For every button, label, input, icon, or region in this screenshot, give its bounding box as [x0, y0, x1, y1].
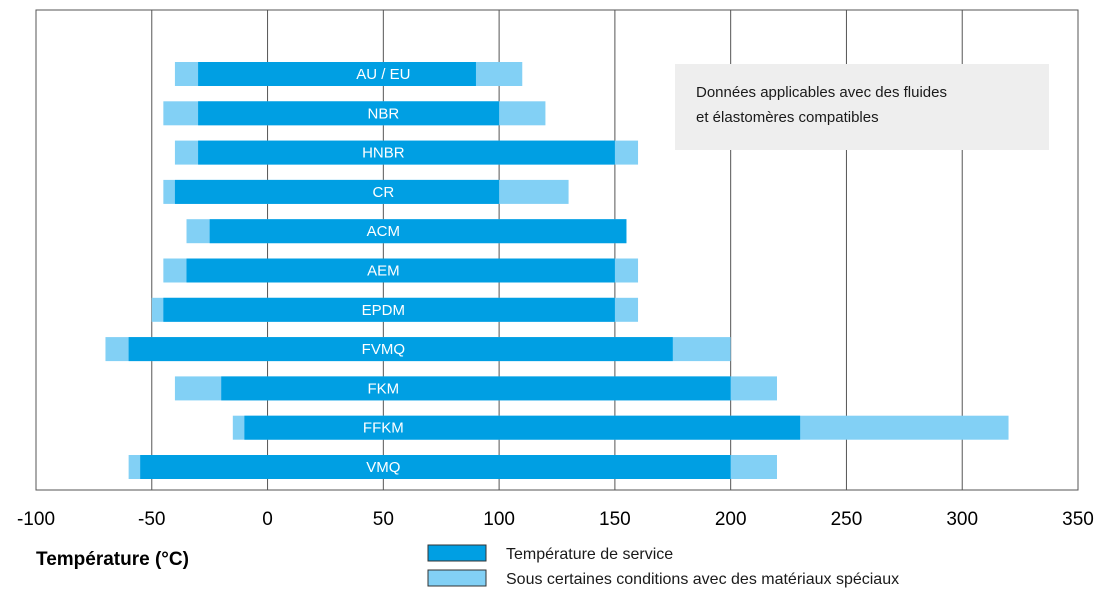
bar-service-range: [174, 179, 500, 204]
bar-service-range: [186, 258, 615, 283]
annotation-line-2: et élastomères compatibles: [696, 109, 879, 126]
bar-row: AEM: [163, 258, 639, 283]
annotation-line-1: Données applicables avec des fluides: [696, 84, 947, 101]
bar-service-range: [221, 376, 731, 401]
x-tick-label: 150: [599, 509, 631, 530]
legend-swatch-service: [427, 544, 487, 562]
bar-label: EPDM: [362, 302, 405, 319]
x-tick-label: -100: [17, 509, 55, 530]
bar-row: ACM: [186, 219, 627, 244]
legend-label-service: Température de service: [506, 546, 673, 563]
bar-label: FKM: [367, 380, 399, 397]
bar-row: FKM: [174, 376, 777, 401]
bar-label: ACM: [367, 223, 400, 240]
bar-label: FVMQ: [362, 341, 405, 358]
annotation-box: Données applicables avec des fluides et …: [675, 64, 1049, 150]
bar-service-range: [198, 101, 500, 126]
bar-label: FFKM: [363, 420, 404, 437]
x-tick-label: 250: [831, 509, 863, 530]
bar-label: HNBR: [362, 145, 405, 162]
bar-label: AU / EU: [356, 66, 410, 83]
annotation-background: [675, 64, 1049, 150]
bar-service-range: [128, 337, 673, 362]
bar-row: AU / EU: [174, 62, 523, 86]
bar-service-range: [209, 219, 627, 244]
x-tick-label: 100: [483, 509, 515, 530]
bar-label: AEM: [367, 263, 400, 280]
bar-service-range: [163, 297, 615, 322]
legend-label-special: Sous certaines conditions avec des matér…: [506, 571, 899, 588]
bar-service-range: [198, 140, 615, 165]
x-axis-title: Température (°C): [36, 549, 189, 570]
bar-row: FVMQ: [105, 337, 731, 362]
bar-row: HNBR: [174, 140, 639, 165]
legend: Température de service Sous certaines co…: [427, 544, 899, 588]
bar-row: FFKM: [232, 415, 1009, 440]
bar-row: EPDM: [151, 297, 639, 322]
bar-service-range: [140, 455, 731, 479]
bar-label: CR: [372, 184, 394, 201]
x-tick-label: 50: [373, 509, 394, 530]
bar-row: CR: [163, 179, 569, 204]
bar-row: VMQ: [128, 455, 777, 479]
x-tick-label: 0: [262, 509, 273, 530]
bars: AU / EU NBR HNBR CR ACM AEM EPDM FVMQ FKM FFKM VMQ: [105, 62, 1009, 479]
plot-border: [35, 9, 1079, 491]
x-tick-label: -50: [138, 509, 165, 530]
x-tick-label: 200: [715, 509, 747, 530]
bar-label: NBR: [367, 105, 399, 122]
x-tick-label: 350: [1062, 509, 1094, 530]
bar-service-range: [198, 62, 476, 86]
x-tick-labels: -100 -50 0 50 100 150 200 250 300 350: [17, 509, 1094, 530]
bar-service-range: [244, 415, 801, 440]
x-tick-label: 300: [946, 509, 978, 530]
legend-swatch-special: [427, 569, 487, 587]
bar-label: VMQ: [366, 459, 400, 476]
plot-frame: [35, 9, 1079, 491]
bar-row: NBR: [163, 101, 546, 126]
